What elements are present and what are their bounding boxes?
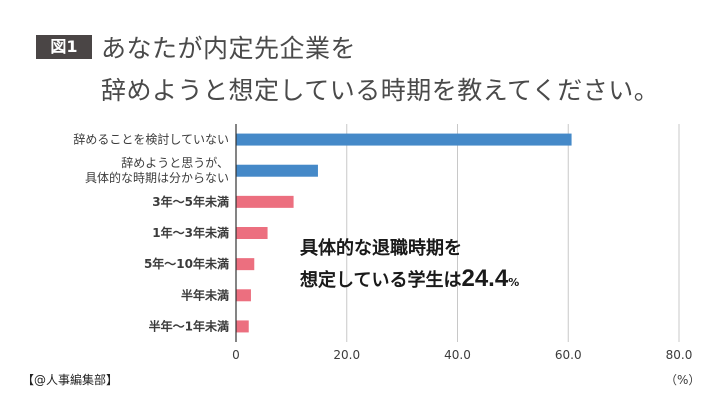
annotation-value: 24.4 [461, 265, 509, 292]
category-label: 1年〜3年未満 [152, 225, 229, 240]
category-label: 辞めようと思うが、 [121, 155, 229, 170]
chart-title: あなたが内定先企業を 辞めようと想定している時期を教えてください。 [101, 28, 659, 112]
x-tick-label: 0 [232, 348, 240, 362]
figure-label: 図1 [36, 35, 92, 59]
category-label: 半年〜1年未満 [149, 318, 229, 333]
x-tick-label: 20.0 [333, 348, 360, 362]
annotation-line-2: 想定している学生は [300, 270, 462, 291]
bar [236, 289, 251, 302]
bar [236, 164, 318, 177]
source-credit: 【@人事編集部】 [22, 373, 119, 387]
bar [236, 320, 249, 333]
category-label: 5年〜10年未満 [144, 256, 229, 271]
x-axis-unit: （%） [665, 373, 701, 387]
title-line-1: あなたが内定先企業を [101, 34, 357, 63]
annotation-line-1: 具体的な退職時期を [300, 238, 462, 259]
category-label: 具体的な時期は分からない [85, 170, 229, 185]
annotation-unit: % [508, 276, 520, 289]
x-tick-label: 80.0 [666, 348, 693, 362]
bar [236, 133, 572, 146]
bar [236, 195, 294, 208]
category-label: 辞めることを検討していない [73, 132, 229, 147]
title-line-2: 辞めようと想定している時期を教えてください。 [101, 76, 660, 105]
x-tick-label: 60.0 [555, 348, 582, 362]
category-label: 半年未満 [181, 287, 229, 302]
x-tick-label: 40.0 [444, 348, 471, 362]
bar [236, 258, 255, 271]
annotation: 具体的な退職時期を 想定している学生は24.4% [300, 234, 519, 298]
bar [236, 227, 268, 239]
category-label: 3年〜5年未満 [152, 194, 229, 209]
